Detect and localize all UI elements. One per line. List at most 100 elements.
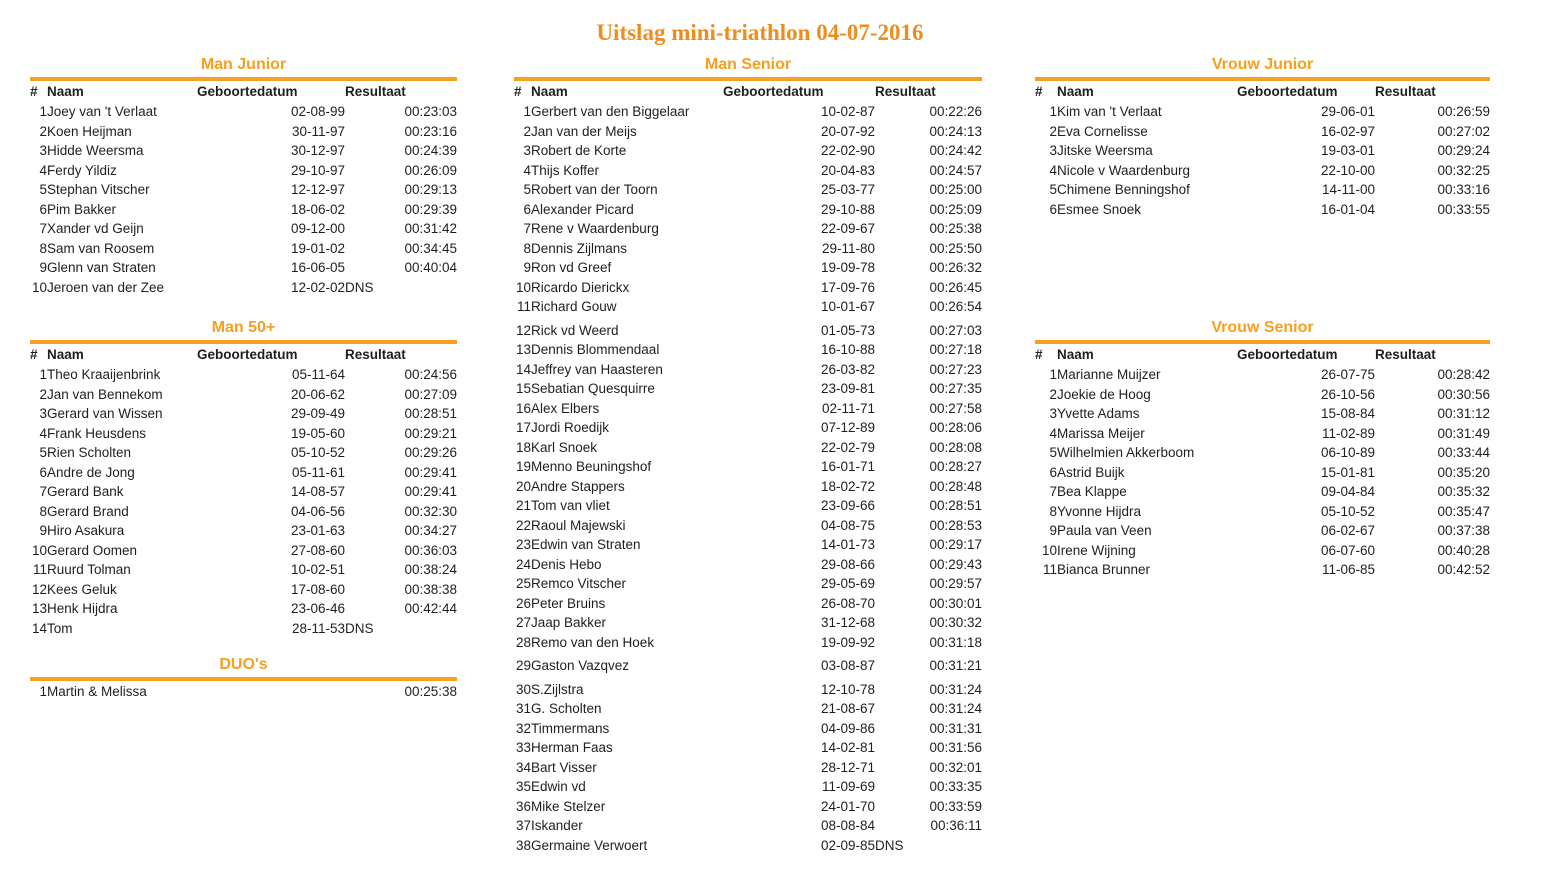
cell-rank: 25 [515,576,531,591]
col-header-name: Naam [531,84,568,99]
cell-name: Hiro Asakura [47,523,125,538]
cell-name: Astrid Buijk [1057,464,1125,480]
cell-dob: 16-01-04 [1320,201,1375,217]
table-row: 5 Stephan Vitscher 12-12-97 00:29:13 [30,180,457,200]
cell-dns [875,613,914,633]
cell-res: 00:27:03 [929,322,982,338]
col-header-rank: # [1035,347,1043,362]
table-row: 9 Ron vd Greef 19-09-78 00:26:32 [514,258,982,278]
table-row: 2 Jan van der Meijs 20-07-92 00:24:13 [514,122,982,142]
table-row: 31 G. Scholten 21-08-67 00:31:24 [514,699,982,719]
table-row: 1 Theo Kraaijenbrink 05-11-64 00:24:56 [30,365,457,385]
cell-dns [875,797,914,817]
cell-res: 00:31:21 [929,658,982,673]
cell-name: Remo van den Hoek [531,634,655,650]
cell-dns [345,682,390,702]
cell-name: Jan van der Meijs [531,123,637,139]
cell-name: Bart Visser [531,759,597,775]
cell-res: 00:33:55 [1437,201,1490,217]
cell-name: Alexander Picard [531,201,634,217]
cell-name: Frank Heusdens [47,425,147,441]
table-row: 15 Sebatian Quesquirre 23-09-81 00:27:35 [514,379,982,399]
cell-name: Jeffrey van Haasteren [531,361,663,377]
cell-name: Koen Heijman [47,123,132,139]
cell-dob: 11-06-85 [1321,562,1375,577]
cell-rank: 7 [523,221,531,236]
cell-dob: 27-08-60 [290,542,345,558]
cell-dns [345,404,390,424]
cell-rank: 3 [523,143,531,158]
cell-dns [1375,404,1415,424]
cell-dob: 15-01-81 [1320,464,1375,480]
cell-rank: 9 [523,260,531,275]
table-row: 3 Hidde Weersma 30-12-97 00:24:39 [30,141,457,161]
cell-dns [875,360,914,380]
cell-res: 00:26:32 [929,260,982,275]
table-row: 37 Iskander 08-08-84 00:36:11 [514,816,982,836]
cell-dns [345,521,390,541]
cell-name: Ruurd Tolman [47,562,131,577]
cell-name: Gerard Brand [47,503,129,519]
section-rule [30,77,457,81]
cell-dob: 23-06-46 [290,601,345,616]
cell-dob: 14-11-00 [1321,182,1375,197]
cell-dns [345,424,390,444]
cell-name: Joekie de Hoog [1057,386,1151,402]
cell-name: Rene v Waardenburg [531,221,659,236]
cell-dob: 23-09-66 [820,498,875,513]
cell-name: Eva Cornelisse [1057,123,1148,139]
table-row: 11 Richard Gouw 10-01-67 00:26:54 [514,297,982,317]
cell-res: 00:33:59 [929,798,982,814]
cell-rank: 4 [523,162,531,178]
cell-rank: 8 [39,240,47,256]
cell-dns [345,102,390,122]
table-row: 10 Jeroen van der Zee 12-02-02 DNS [30,278,457,298]
cell-rank: 6 [1049,201,1057,217]
table-row: 8 Yvonne Hijdra 05-10-52 00:35:47 [1035,502,1490,522]
cell-rank: 15 [515,381,531,396]
vrouw-junior-table: # Naam Geboortedatum Resultaat 1 Kim van … [1035,82,1490,219]
cell-dns [875,496,914,516]
table-row: 12 Kees Geluk 17-08-60 00:38:38 [30,580,457,600]
col-header-name: Naam [1057,84,1094,99]
cell-dns [875,699,914,719]
table-row: 3 Gerard van Wissen 29-09-49 00:28:51 [30,404,457,424]
cell-dns [1375,141,1415,161]
cell-dob: 08-08-84 [820,818,875,833]
cell-name: Thijs Koffer [531,162,600,178]
cell-name: Alex Elbers [531,400,600,416]
cell-dns [875,633,914,653]
cell-dns [1375,463,1415,483]
cell-dns [345,443,390,463]
col-header-dob: Geboortedatum [1237,84,1338,99]
cell-name: Xander vd Geijn [47,221,144,236]
cell-res: 00:26:54 [929,299,982,314]
cell-rank: 5 [39,182,47,197]
cell-dns [345,560,390,580]
cell-res: 00:33:16 [1437,182,1490,197]
page-title: Uitslag mini-triathlon 04-07-2016 [596,20,924,45]
table-row: 4 Frank Heusdens 19-05-60 00:29:21 [30,424,457,444]
section-title-vrouw-junior: Vrouw Junior [1211,56,1314,73]
cell-dns [345,541,390,561]
table-row: 14 Tom 28-11-53 DNS [30,619,457,639]
cell-dns [875,738,914,758]
cell-dob: 11-09-69 [821,779,875,794]
section-title-man-50plus: Man 50+ [211,319,276,336]
cell-dns [1375,521,1415,541]
cell-res: 00:25:38 [404,684,457,699]
table-row: 4 Marissa Meijer 11-02-89 00:31:49 [1035,424,1490,444]
cell-dob: 29-10-97 [290,162,345,178]
cell-rank: 2 [39,123,47,139]
cell-res: 00:22:26 [929,104,982,119]
cell-name: G. Scholten [531,701,602,716]
cell-rank: 12 [31,581,47,597]
cell-dns [1375,200,1415,220]
cell-name: Ricardo Dierickx [531,279,630,295]
cell-res: 00:31:12 [1437,406,1490,421]
cell-dob: 10-01-67 [820,299,875,314]
cell-name: Marissa Meijer [1057,425,1145,441]
cell-dns [875,122,914,142]
cell-rank: 2 [523,123,531,139]
cell-res: 00:42:44 [404,601,457,616]
